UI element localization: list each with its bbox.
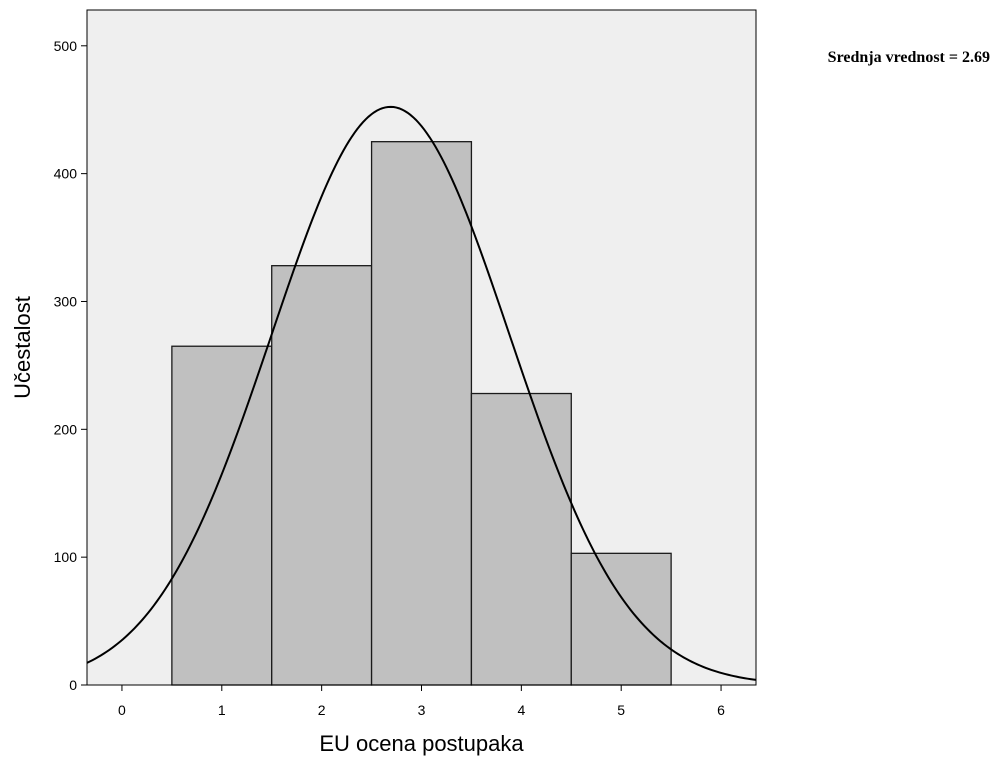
- x-tick-label: 4: [517, 702, 525, 718]
- x-tick-label: 6: [717, 702, 725, 718]
- y-tick-label: 500: [54, 38, 78, 54]
- x-tick-label: 3: [418, 702, 426, 718]
- y-axis-title: Učestalost: [10, 296, 35, 399]
- y-tick-label: 400: [54, 166, 78, 182]
- histogram-bar-2: [271, 265, 373, 686]
- y-tick-label: 100: [54, 549, 78, 565]
- x-tick-label: 2: [318, 702, 326, 718]
- y-tick-label: 200: [54, 421, 78, 437]
- x-axis-title: EU ocena postupaka: [319, 731, 524, 756]
- y-tick-label: 0: [69, 677, 77, 693]
- bars-layer: [171, 141, 672, 686]
- mean-annotation: Srednja vrednost = 2.69: [828, 49, 990, 66]
- histogram-bar-1: [171, 345, 273, 686]
- axes-layer: 0 100 200 300 400 500 0 1 2 3 4 5 6: [54, 38, 726, 718]
- histogram-bar-4: [470, 392, 572, 686]
- x-tick-label: 1: [218, 702, 226, 718]
- histogram-bar-5: [570, 552, 672, 686]
- normal-curve: [86, 105, 757, 681]
- y-tick-label: 300: [54, 293, 78, 309]
- x-tick-label: 0: [118, 702, 126, 718]
- histogram-bar-3: [370, 141, 473, 686]
- x-tick-label: 5: [617, 702, 625, 718]
